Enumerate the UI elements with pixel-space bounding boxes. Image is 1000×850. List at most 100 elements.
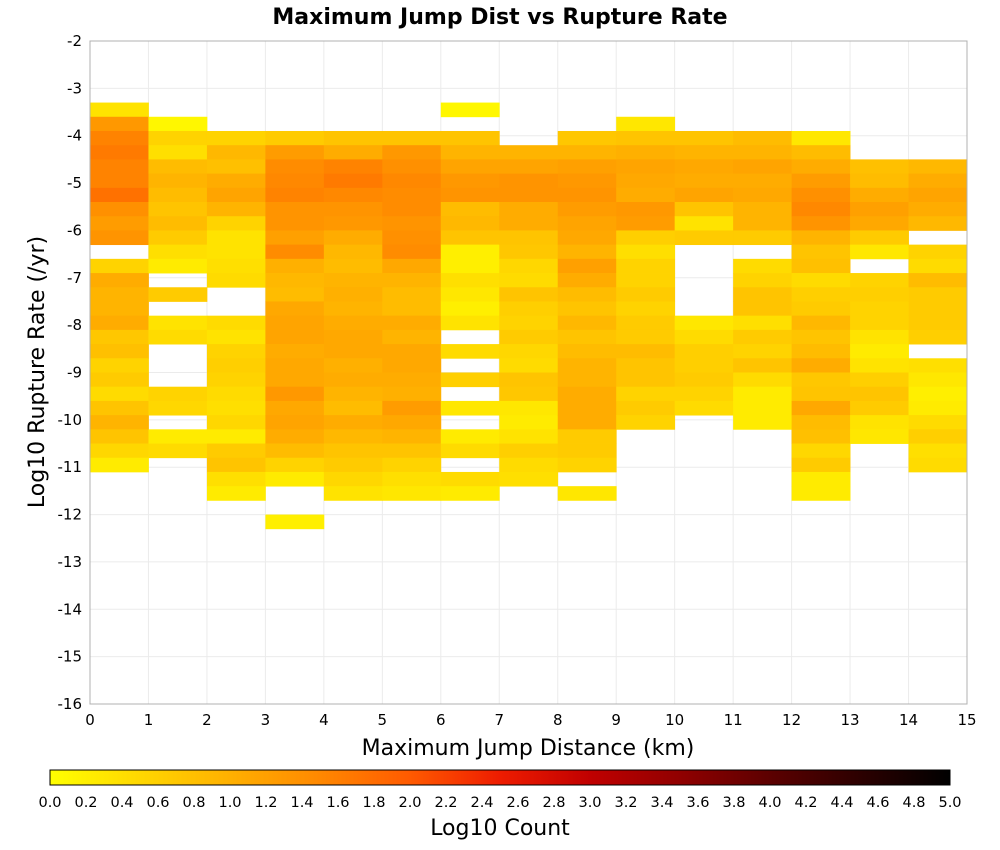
heatmap-cell (90, 301, 149, 317)
heatmap-cell (90, 145, 149, 160)
heatmap-cell (440, 273, 500, 288)
heatmap-cell (206, 329, 266, 345)
heatmap-cell (90, 315, 149, 331)
heatmap-cell (323, 244, 383, 260)
y-tick-label: -7 (67, 269, 82, 287)
x-tick-label: 9 (611, 711, 621, 729)
heatmap-cell (733, 287, 792, 302)
heatmap-cell (850, 415, 909, 430)
heatmap-cell (323, 187, 383, 203)
y-tick-label: -3 (67, 79, 82, 97)
heatmap-cell (908, 202, 968, 217)
heatmap-cell (616, 329, 676, 345)
heatmap-cell (791, 315, 851, 331)
heatmap-cell (499, 244, 559, 260)
heatmap-cell (440, 315, 500, 331)
colorbar-tick-label: 1.2 (254, 795, 277, 811)
colorbar-tick-label: 0.6 (146, 795, 169, 811)
heatmap-cell (499, 315, 559, 331)
heatmap-cell (265, 457, 325, 473)
heatmap-cell (499, 216, 559, 231)
heatmap-cell (323, 145, 383, 160)
heatmap-cell (440, 486, 500, 501)
heatmap-cell (323, 258, 383, 274)
y-tick-label: -13 (58, 553, 83, 571)
heatmap-cell (265, 159, 325, 174)
heatmap-cell (148, 315, 208, 331)
heatmap-cell (791, 443, 851, 459)
heatmap-cell (206, 216, 266, 231)
heatmap-cell (382, 372, 442, 388)
colorbar-tick-label: 3.6 (686, 795, 709, 811)
heatmap-cell (850, 344, 909, 359)
heatmap-cell (616, 145, 676, 160)
heatmap-cell (499, 457, 559, 473)
heatmap-cell (499, 202, 559, 217)
heatmap-cell (382, 230, 442, 246)
heatmap-cell (382, 287, 442, 302)
heatmap-cell (616, 301, 676, 317)
heatmap-cell (323, 457, 383, 473)
heatmap-cell (323, 315, 383, 331)
heatmap-cell (733, 315, 792, 331)
colorbar-tick-label: 3.0 (578, 795, 601, 811)
heatmap-cell (265, 187, 325, 203)
plot-frame (89, 40, 968, 705)
heatmap-cell (382, 358, 442, 373)
heatmap-cell (265, 216, 325, 231)
heatmap-cell (674, 400, 734, 416)
heatmap-cell (908, 457, 968, 473)
heatmap-cell (90, 273, 149, 288)
heatmap-cell (557, 386, 617, 402)
heatmap-cell (850, 202, 909, 217)
heatmap-cell (557, 273, 617, 288)
heatmap-cell (850, 244, 909, 260)
heatmap-cell (148, 400, 208, 416)
heatmap-cell (323, 301, 383, 317)
heatmap-cell (674, 145, 734, 160)
colorbar-tick-label: 1.0 (218, 795, 241, 811)
colorbar-tick-label: 1.4 (290, 795, 313, 811)
heatmap-cell (382, 386, 442, 402)
heatmap-cell (850, 273, 909, 288)
heatmap-cell (850, 173, 909, 189)
heatmap-cell (206, 244, 266, 260)
colorbar-tick-label: 0.4 (110, 795, 133, 811)
heatmap-cell (440, 344, 500, 359)
x-tick-label: 3 (261, 711, 271, 729)
heatmap-cell (908, 429, 968, 444)
heatmap-cell (908, 415, 968, 430)
heatmap-cell (382, 329, 442, 345)
x-tick-label: 14 (899, 711, 918, 729)
heatmap-cell (382, 187, 442, 203)
heatmap-cell (850, 287, 909, 302)
heatmap-cell (382, 130, 442, 146)
heatmap-cell (323, 130, 383, 146)
heatmap-cell (440, 372, 500, 388)
heatmap-cell (440, 145, 500, 160)
heatmap-cell (323, 159, 383, 174)
x-tick-label: 7 (494, 711, 504, 729)
heatmap-cell (791, 486, 851, 501)
heatmap-cell (206, 486, 266, 501)
heatmap-cell (323, 230, 383, 246)
heatmap-cell (440, 230, 500, 246)
heatmap-cell (148, 159, 208, 174)
heatmap-cell (674, 187, 734, 203)
heatmap-cell (733, 386, 792, 402)
heatmap-cell (499, 372, 559, 388)
heatmap-cell (206, 386, 266, 402)
heatmap-cell (265, 273, 325, 288)
y-tick-label: -14 (58, 600, 83, 618)
heatmap-cell (791, 429, 851, 444)
heatmap-cell (791, 258, 851, 274)
heatmap-cell (382, 344, 442, 359)
heatmap-cell (908, 187, 968, 203)
heatmap-cell (557, 400, 617, 416)
heatmap-cell (791, 287, 851, 302)
heatmap-cell (206, 187, 266, 203)
axis-ticks: 0 1 2 3 4 5 6 7 8 9 10 11 12 13 14 15-2-3-4-5-6-7-8-9-1… (58, 32, 977, 729)
heatmap-cell (674, 216, 734, 231)
heatmap-cell (791, 344, 851, 359)
y-tick-label: -15 (58, 648, 83, 666)
